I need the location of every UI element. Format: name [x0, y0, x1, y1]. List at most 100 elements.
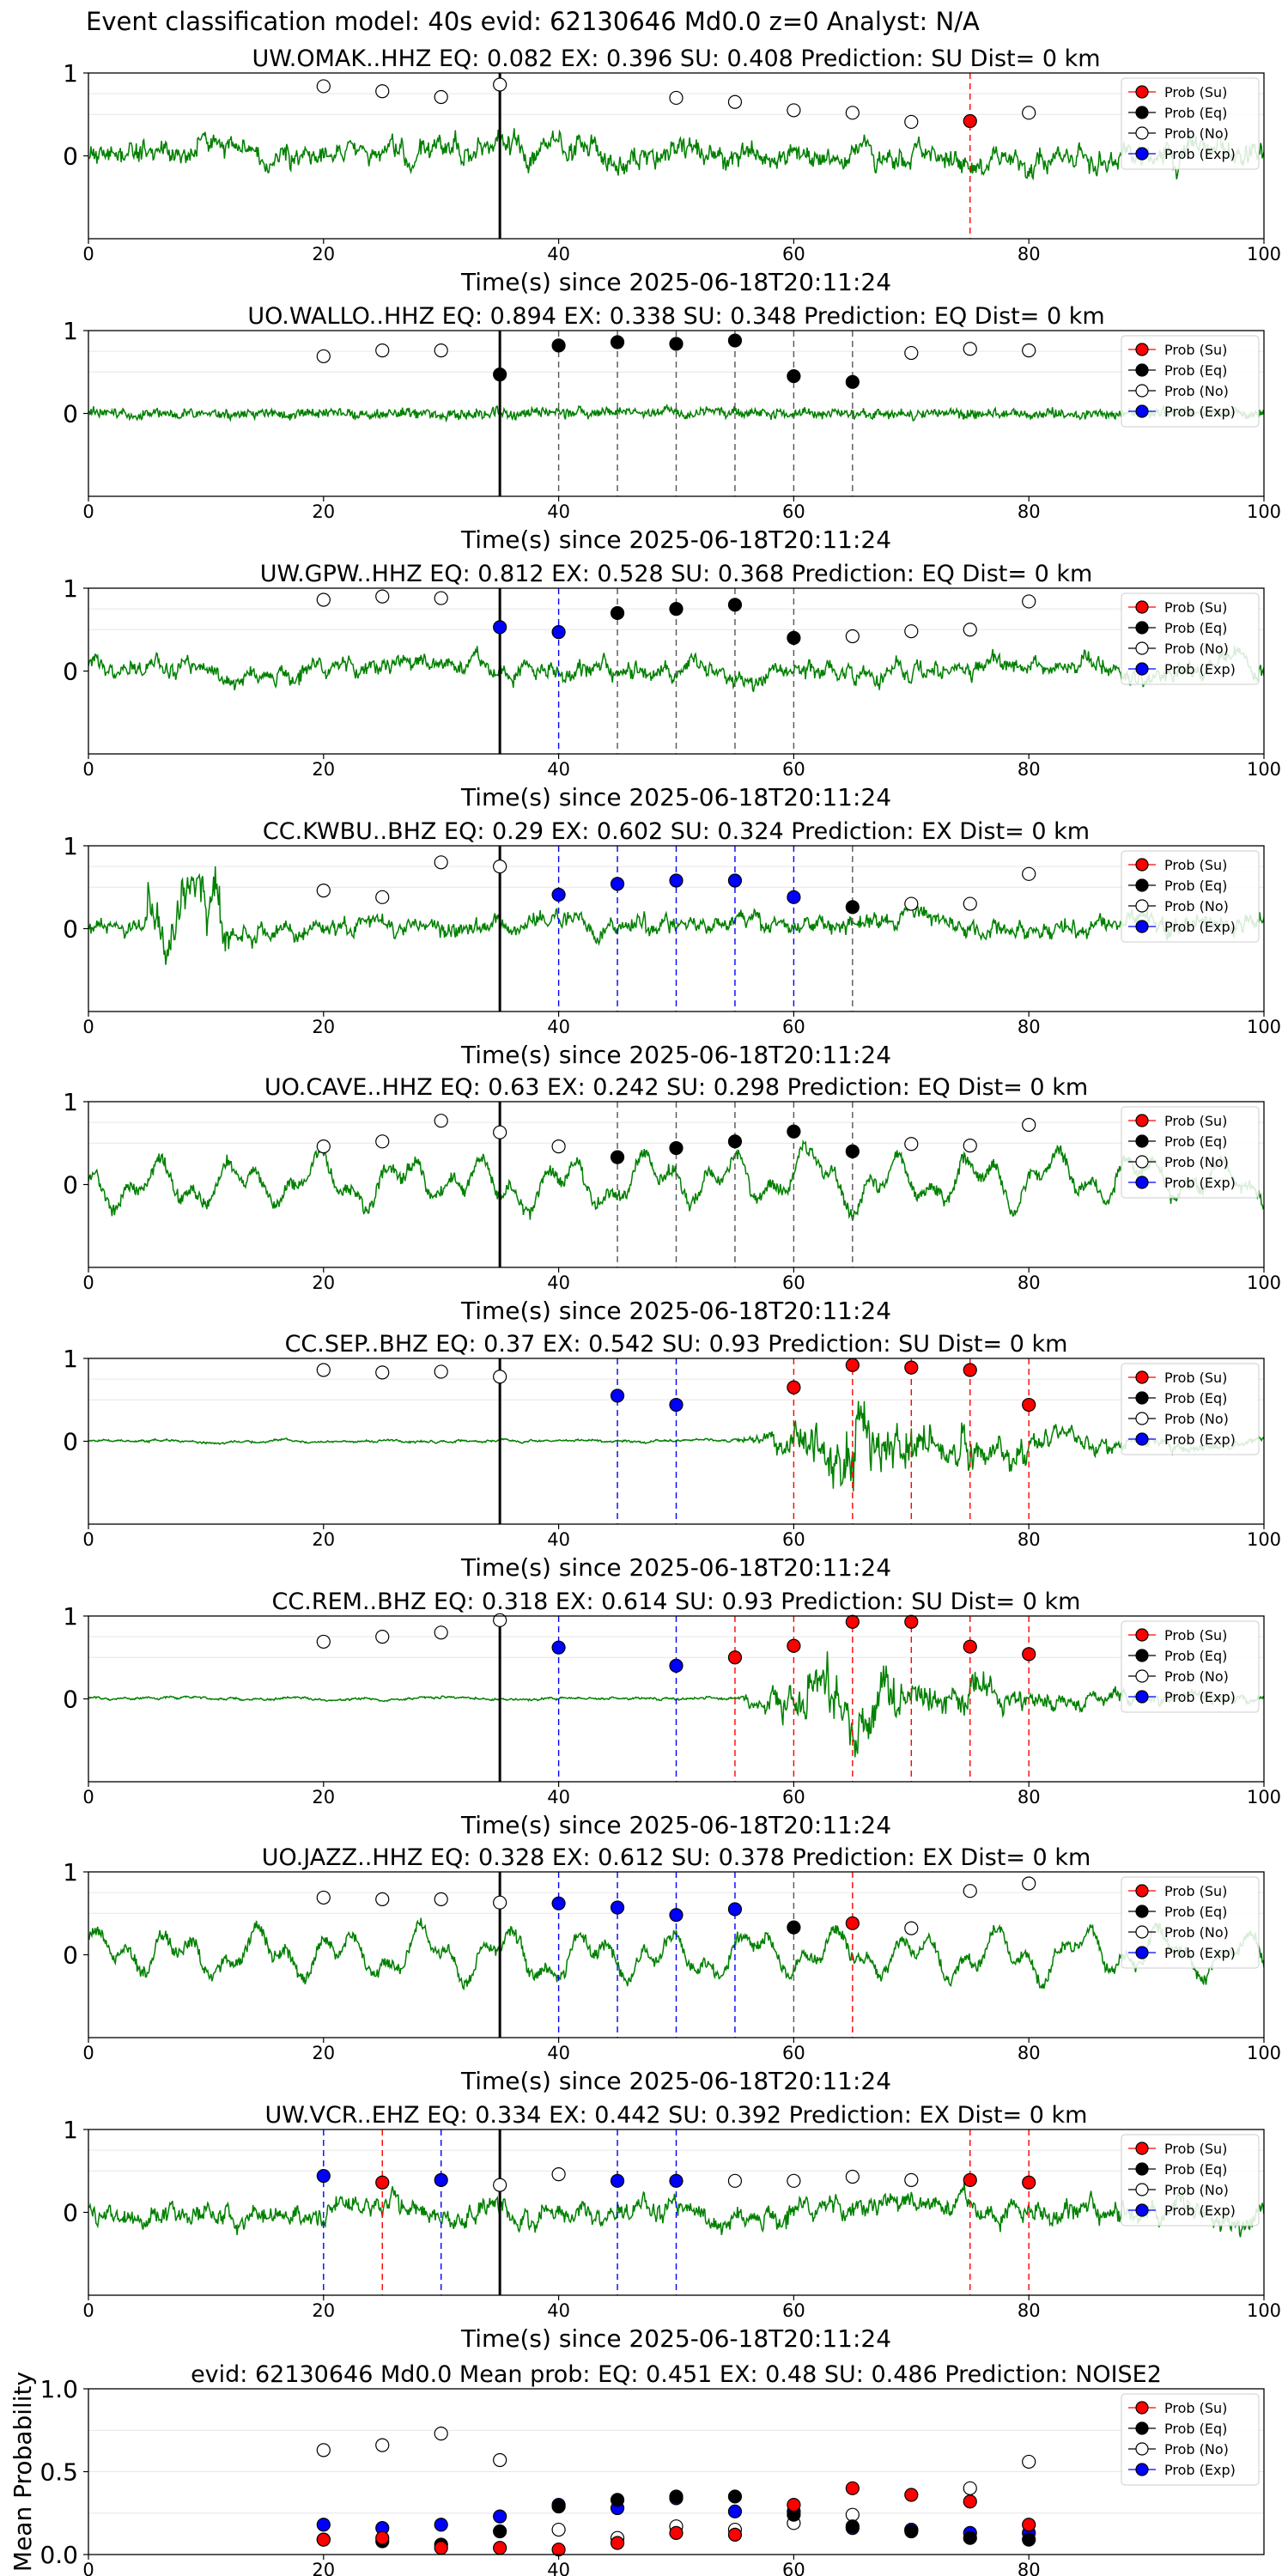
x-tick-label: 20 — [312, 501, 335, 522]
prob-point-no — [375, 1134, 390, 1149]
panel-6: CC.SEP..BHZ EQ: 0.37 EX: 0.542 SU: 0.93 … — [63, 1331, 1281, 1582]
legend-label: Prob (Su) — [1164, 1113, 1227, 1129]
legend-marker-eq — [1135, 1134, 1149, 1148]
legend: Prob (Su) Prob (Eq) Prob (No) Prob (Exp) — [1121, 592, 1260, 685]
prob-point-su — [375, 2530, 390, 2545]
prob-point-no — [434, 1364, 448, 1379]
y-tick-label: 0 — [63, 2199, 78, 2227]
x-tick-label: 20 — [312, 2560, 335, 2576]
prob-point-exp — [787, 890, 801, 904]
x-tick-label: 60 — [782, 759, 805, 780]
prob-point-no — [963, 896, 977, 911]
prob-point-eq — [610, 1150, 625, 1164]
prob-point-su — [1022, 1647, 1036, 1662]
prob-point-su — [963, 1363, 977, 1377]
legend-marker-eq — [1135, 878, 1149, 892]
legend-box — [1121, 2134, 1260, 2227]
panel-title: evid: 62130646 Md0.0 Mean prob: EQ: 0.45… — [191, 2361, 1162, 2388]
x-tick-label: 80 — [1018, 759, 1041, 780]
x-tick-label: 60 — [782, 1787, 805, 1807]
x-tick-label: 80 — [1018, 2043, 1041, 2063]
prob-point-no — [493, 860, 507, 874]
legend-box — [1121, 77, 1260, 170]
prob-point-su — [904, 1614, 919, 1629]
legend-label: Prob (No) — [1164, 1924, 1229, 1941]
prob-point-no — [727, 2173, 743, 2188]
prob-point-no — [493, 1125, 507, 1139]
legend: Prob (Su) Prob (Eq) Prob (No) Prob (Exp) — [1121, 77, 1260, 170]
prob-point-eq — [669, 2489, 683, 2504]
prob-point-eq — [904, 2524, 919, 2539]
prob-point-no — [1022, 106, 1036, 120]
prob-point-su — [434, 2541, 448, 2555]
legend-marker-su — [1135, 85, 1149, 99]
prob-point-exp — [434, 2518, 448, 2532]
legend-box — [1121, 2393, 1260, 2486]
x-tick-label: 100 — [1247, 2300, 1281, 2321]
legend-marker-su — [1135, 2142, 1149, 2155]
legend-marker-exp — [1135, 1690, 1149, 1704]
prob-point-exp — [493, 2509, 507, 2524]
prob-point-no — [551, 2522, 566, 2537]
legend-box — [1121, 335, 1260, 428]
prob-point-su — [787, 1380, 801, 1394]
prob-point-no — [375, 1630, 390, 1644]
prob-point-no — [493, 1613, 507, 1627]
legend-label: Prob (Eq) — [1164, 878, 1227, 894]
panel-3: UW.GPW..HHZ EQ: 0.812 EX: 0.528 SU: 0.36… — [63, 561, 1281, 811]
panel-4: CC.KWBU..BHZ EQ: 0.29 EX: 0.602 SU: 0.32… — [63, 818, 1281, 1069]
legend-label: Prob (No) — [1164, 2182, 1229, 2198]
prob-point-no — [493, 1370, 507, 1384]
legend-label: Prob (Su) — [1164, 1370, 1227, 1386]
x-tick-label: 100 — [1247, 2043, 1281, 2063]
prob-point-no — [316, 349, 331, 364]
legend-label: Prob (Exp) — [1164, 1945, 1236, 1961]
prob-point-no — [1022, 1876, 1036, 1891]
y-tick-label: 1.0 — [39, 2375, 78, 2403]
prob-point-no — [375, 2438, 390, 2452]
panel-title: UO.CAVE..HHZ EQ: 0.63 EX: 0.242 SU: 0.29… — [264, 1074, 1088, 1101]
prob-point-no — [375, 343, 390, 358]
prob-point-no — [1022, 1117, 1036, 1133]
prob-point-no — [963, 623, 977, 637]
prob-point-no — [316, 2443, 331, 2458]
prob-point-eq — [727, 2489, 743, 2504]
prob-point-su — [316, 2532, 331, 2547]
legend: Prob (Su) Prob (Eq) Prob (No) Prob (Exp) — [1121, 335, 1260, 428]
legend: Prob (Su) Prob (Eq) Prob (No) Prob (Exp) — [1121, 2393, 1260, 2486]
x-axis-label: Time(s) since 2025-06-18T20:11:24 — [460, 1811, 891, 1839]
legend: Prob (Su) Prob (Eq) Prob (No) Prob (Exp) — [1121, 1106, 1260, 1199]
legend: Prob (Su) Prob (Eq) Prob (No) Prob (Exp) — [1121, 850, 1260, 943]
prob-point-su — [375, 2175, 390, 2190]
legend-label: Prob (Exp) — [1164, 2462, 1236, 2478]
legend-label: Prob (Su) — [1164, 2400, 1227, 2416]
legend-marker-su — [1135, 600, 1149, 614]
x-axis-label: Time(s) since 2025-06-18T20:11:24 — [460, 1297, 891, 1325]
legend-marker-su — [1135, 1628, 1149, 1642]
prob-point-eq — [727, 1134, 743, 1149]
x-axis-label: Time(s) since 2025-06-18T20:11:24 — [460, 526, 891, 554]
x-tick-label: 100 — [1247, 244, 1281, 264]
prob-point-su — [845, 1916, 860, 1930]
prob-point-no — [963, 2481, 977, 2495]
y-tick-label: 1 — [63, 59, 78, 88]
prob-point-no — [727, 94, 743, 109]
prob-point-eq — [845, 1144, 860, 1159]
prob-point-su — [963, 2172, 977, 2187]
x-axis-label: Time(s) since 2025-06-18T20:11:24 — [460, 783, 891, 811]
legend-label: Prob (Eq) — [1164, 2421, 1227, 2437]
prob-point-no — [375, 890, 390, 904]
panel-8: UO.JAZZ..HHZ EQ: 0.328 EX: 0.612 SU: 0.3… — [63, 1844, 1281, 2095]
prob-point-su — [963, 2494, 977, 2509]
legend-label: Prob (No) — [1164, 898, 1229, 914]
panel-9: UW.VCR..EHZ EQ: 0.334 EX: 0.442 SU: 0.39… — [63, 2102, 1281, 2353]
prob-point-no — [316, 1890, 331, 1905]
panel-title: CC.KWBU..BHZ EQ: 0.29 EX: 0.602 SU: 0.32… — [263, 818, 1090, 845]
prob-point-su — [669, 2525, 683, 2541]
prob-point-no — [493, 2178, 507, 2192]
legend-box — [1121, 1620, 1260, 1713]
x-tick-label: 60 — [782, 1273, 805, 1293]
panel-10: evid: 62130646 Md0.0 Mean prob: EQ: 0.45… — [9, 2361, 1265, 2576]
prob-point-no — [316, 884, 331, 898]
legend-label: Prob (Exp) — [1164, 1175, 1236, 1191]
